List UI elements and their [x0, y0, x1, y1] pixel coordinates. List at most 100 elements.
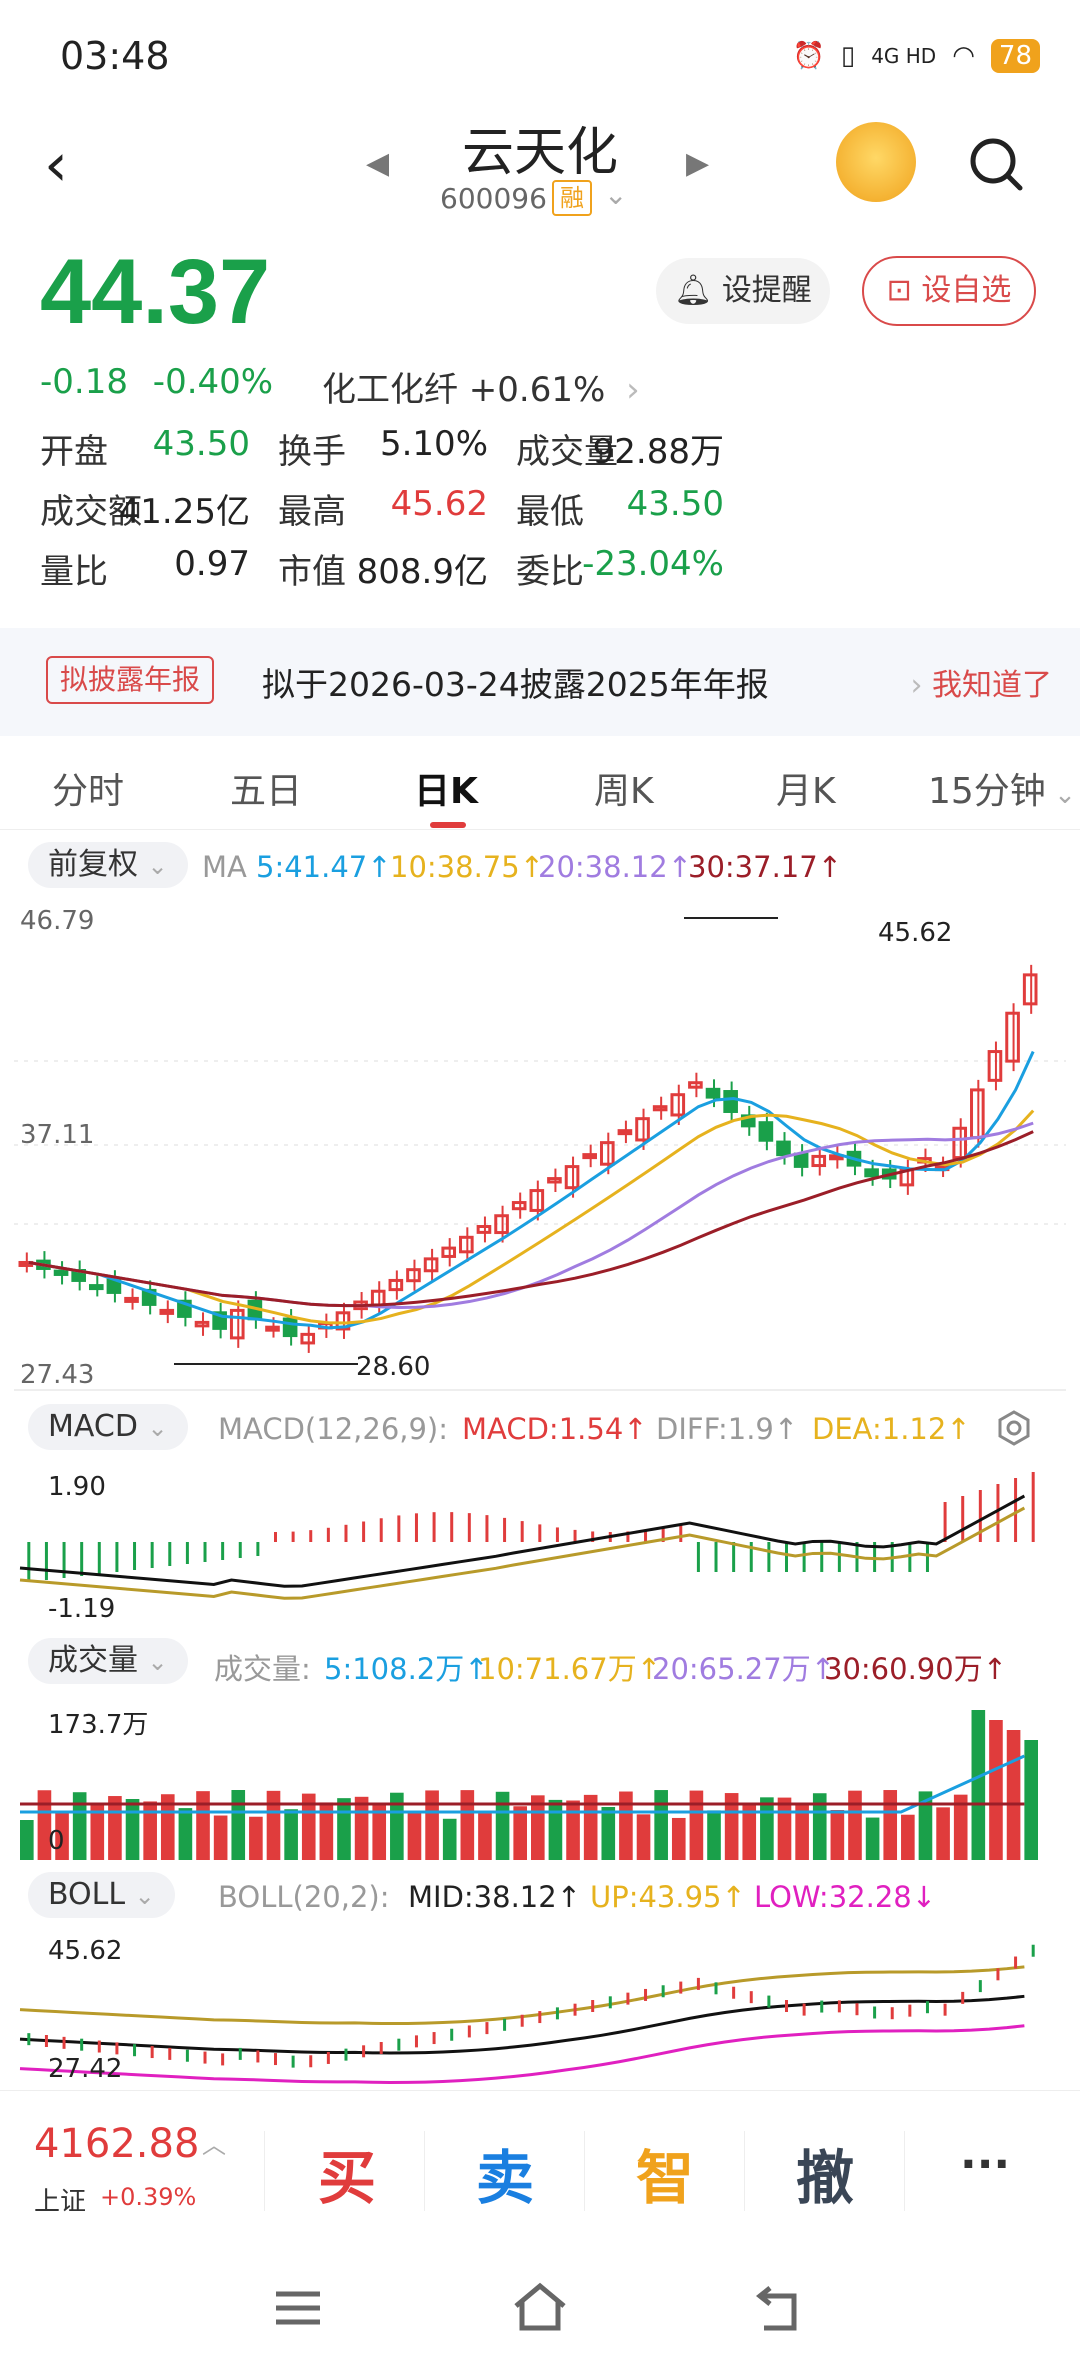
divider [584, 2131, 585, 2211]
moving-average-line [28, 1050, 1035, 1330]
boll-low-value: LOW:32.28↓ [754, 1880, 937, 1914]
buy-button[interactable]: 买 [318, 2144, 377, 2212]
candle-body [723, 1090, 738, 1113]
candle-body [476, 1225, 492, 1234]
candle-body [282, 1317, 298, 1338]
stat-label: 开盘 [40, 432, 108, 472]
stat-value: 41.25亿 [118, 492, 250, 532]
volume-bar [55, 1812, 69, 1860]
volume-bar [407, 1811, 422, 1860]
volume-ma-line [20, 1754, 1025, 1814]
annual-report-notice: 拟披露年报 拟于2026-03-24披露2025年年报 › 我知道了 [0, 628, 1080, 736]
battery-icon: 78 [990, 39, 1040, 73]
candle-body [829, 1154, 844, 1161]
status-icons: ⏰ ▯ 4G HD ◠ 78 [793, 36, 1040, 76]
candle-body [776, 1140, 791, 1157]
candle-body [494, 1214, 509, 1235]
menu-icon[interactable] [274, 2288, 322, 2328]
tab-monthly-k[interactable]: 月K [776, 771, 836, 812]
candle-body [370, 1289, 386, 1307]
candle-body [459, 1235, 474, 1254]
chevron-down-icon: ⌄ [147, 852, 168, 880]
macd-selector-label: MACD [48, 1409, 138, 1444]
adjust-mode-selector[interactable]: 前复权 ⌄ [28, 842, 188, 888]
gear-icon[interactable] [996, 1410, 1032, 1446]
volume-selector-label: 成交量 [48, 1643, 138, 1678]
volume-bar [231, 1790, 246, 1860]
volume-bar [830, 1810, 845, 1860]
back-icon[interactable]: ‹ [44, 130, 68, 200]
dea-line [19, 1506, 1026, 1600]
volume-y-bottom: 0 [48, 1826, 65, 1856]
candle-body [987, 1050, 1003, 1082]
boll-y-top: 45.62 [48, 1936, 123, 1966]
cancel-order-button[interactable]: 撤 [796, 2144, 855, 2212]
volume-bar [760, 1797, 774, 1860]
candle-body [635, 1117, 650, 1142]
add-watchlist-button[interactable]: ⊡ 设自选 [862, 256, 1036, 326]
sector-link[interactable]: 化工化纤 +0.61% › [322, 362, 640, 411]
volume-bar [125, 1799, 140, 1860]
diff-line [19, 1494, 1026, 1588]
volume-bar [636, 1814, 651, 1860]
stat-value: 92.88万 [592, 432, 724, 472]
home-icon[interactable] [512, 2282, 568, 2332]
volume-bar [143, 1801, 157, 1860]
boll-y-bottom: 27.42 [48, 2054, 123, 2084]
tab-intraday[interactable]: 分时 [52, 771, 125, 812]
boll-chart[interactable] [14, 1926, 1066, 2086]
boll-legend: BOLL ⌄ BOLL(20,2): MID:38.12↑ UP:43.95↑ … [0, 1872, 1080, 1922]
volume-bar [478, 1813, 492, 1860]
tab-daily-k[interactable]: 日K [414, 771, 478, 812]
volume-bar [90, 1805, 105, 1860]
volume-bar [1006, 1730, 1021, 1860]
volume-bar [671, 1817, 686, 1860]
candle-body [582, 1153, 597, 1160]
stat-label: 最高 [278, 492, 346, 532]
candle-body [300, 1332, 316, 1345]
tab-15min[interactable]: 15分钟 ⌄ [928, 762, 1076, 814]
macd-selector[interactable]: MACD ⌄ [28, 1404, 188, 1450]
divider [264, 2131, 265, 2211]
divider [744, 2131, 745, 2211]
change-value: -0.18 [40, 362, 128, 402]
index-value: 4162.88 [34, 2121, 200, 2167]
next-stock-icon[interactable]: ▶ [686, 146, 710, 181]
chevron-down-icon[interactable]: ⌄ [604, 178, 628, 211]
set-alert-button[interactable]: 🔔︎ 设提醒 [656, 258, 830, 324]
tab-weekly-k[interactable]: 周K [594, 771, 654, 812]
sell-button[interactable]: 卖 [476, 2144, 535, 2212]
more-button[interactable]: ··· [960, 2139, 1011, 2190]
volume-bar [108, 1796, 122, 1860]
volume-bar [513, 1806, 527, 1860]
moving-average-line [28, 1121, 1034, 1310]
macd-chart[interactable] [14, 1458, 1066, 1626]
tab-five-day[interactable]: 五日 [230, 771, 303, 812]
volume-bar [72, 1792, 87, 1860]
candle-body [1005, 1011, 1020, 1063]
back-nav-icon[interactable] [754, 2284, 804, 2332]
notice-dismiss-button[interactable]: › 我知道了 [910, 660, 1052, 704]
prev-stock-icon[interactable]: ◀ [366, 146, 390, 181]
ma5-value: 5:41.47↑ [256, 850, 392, 884]
notice-dismiss-label: 我知道了 [932, 668, 1052, 703]
volume-chart[interactable] [14, 1692, 1066, 1860]
stat-value: 808.9亿 [356, 552, 488, 592]
index-change: +0.39% [100, 2183, 197, 2211]
boll-selector[interactable]: BOLL ⌄ [28, 1872, 175, 1918]
volume-bar [936, 1807, 950, 1860]
stock-header: ‹ ◀ 云天化 ▶ 600096 融 ⌄ [0, 110, 1080, 230]
volume-bar [442, 1818, 457, 1860]
volume-bar [566, 1800, 580, 1860]
search-icon[interactable] [966, 134, 1026, 194]
notice-tag: 拟披露年报 [46, 656, 215, 704]
ma30-value: 30:37.17↑ [688, 850, 842, 884]
volume-bar [20, 1820, 34, 1860]
mascot-icon[interactable] [836, 122, 916, 202]
volume-selector[interactable]: 成交量 ⌄ [28, 1638, 188, 1684]
smart-button[interactable]: 智 [636, 2144, 695, 2212]
volume-bar [37, 1790, 52, 1860]
volume-bar [284, 1809, 298, 1860]
kline-chart[interactable] [14, 898, 1066, 1392]
ma20-value: 20:38.12↑ [538, 850, 692, 884]
